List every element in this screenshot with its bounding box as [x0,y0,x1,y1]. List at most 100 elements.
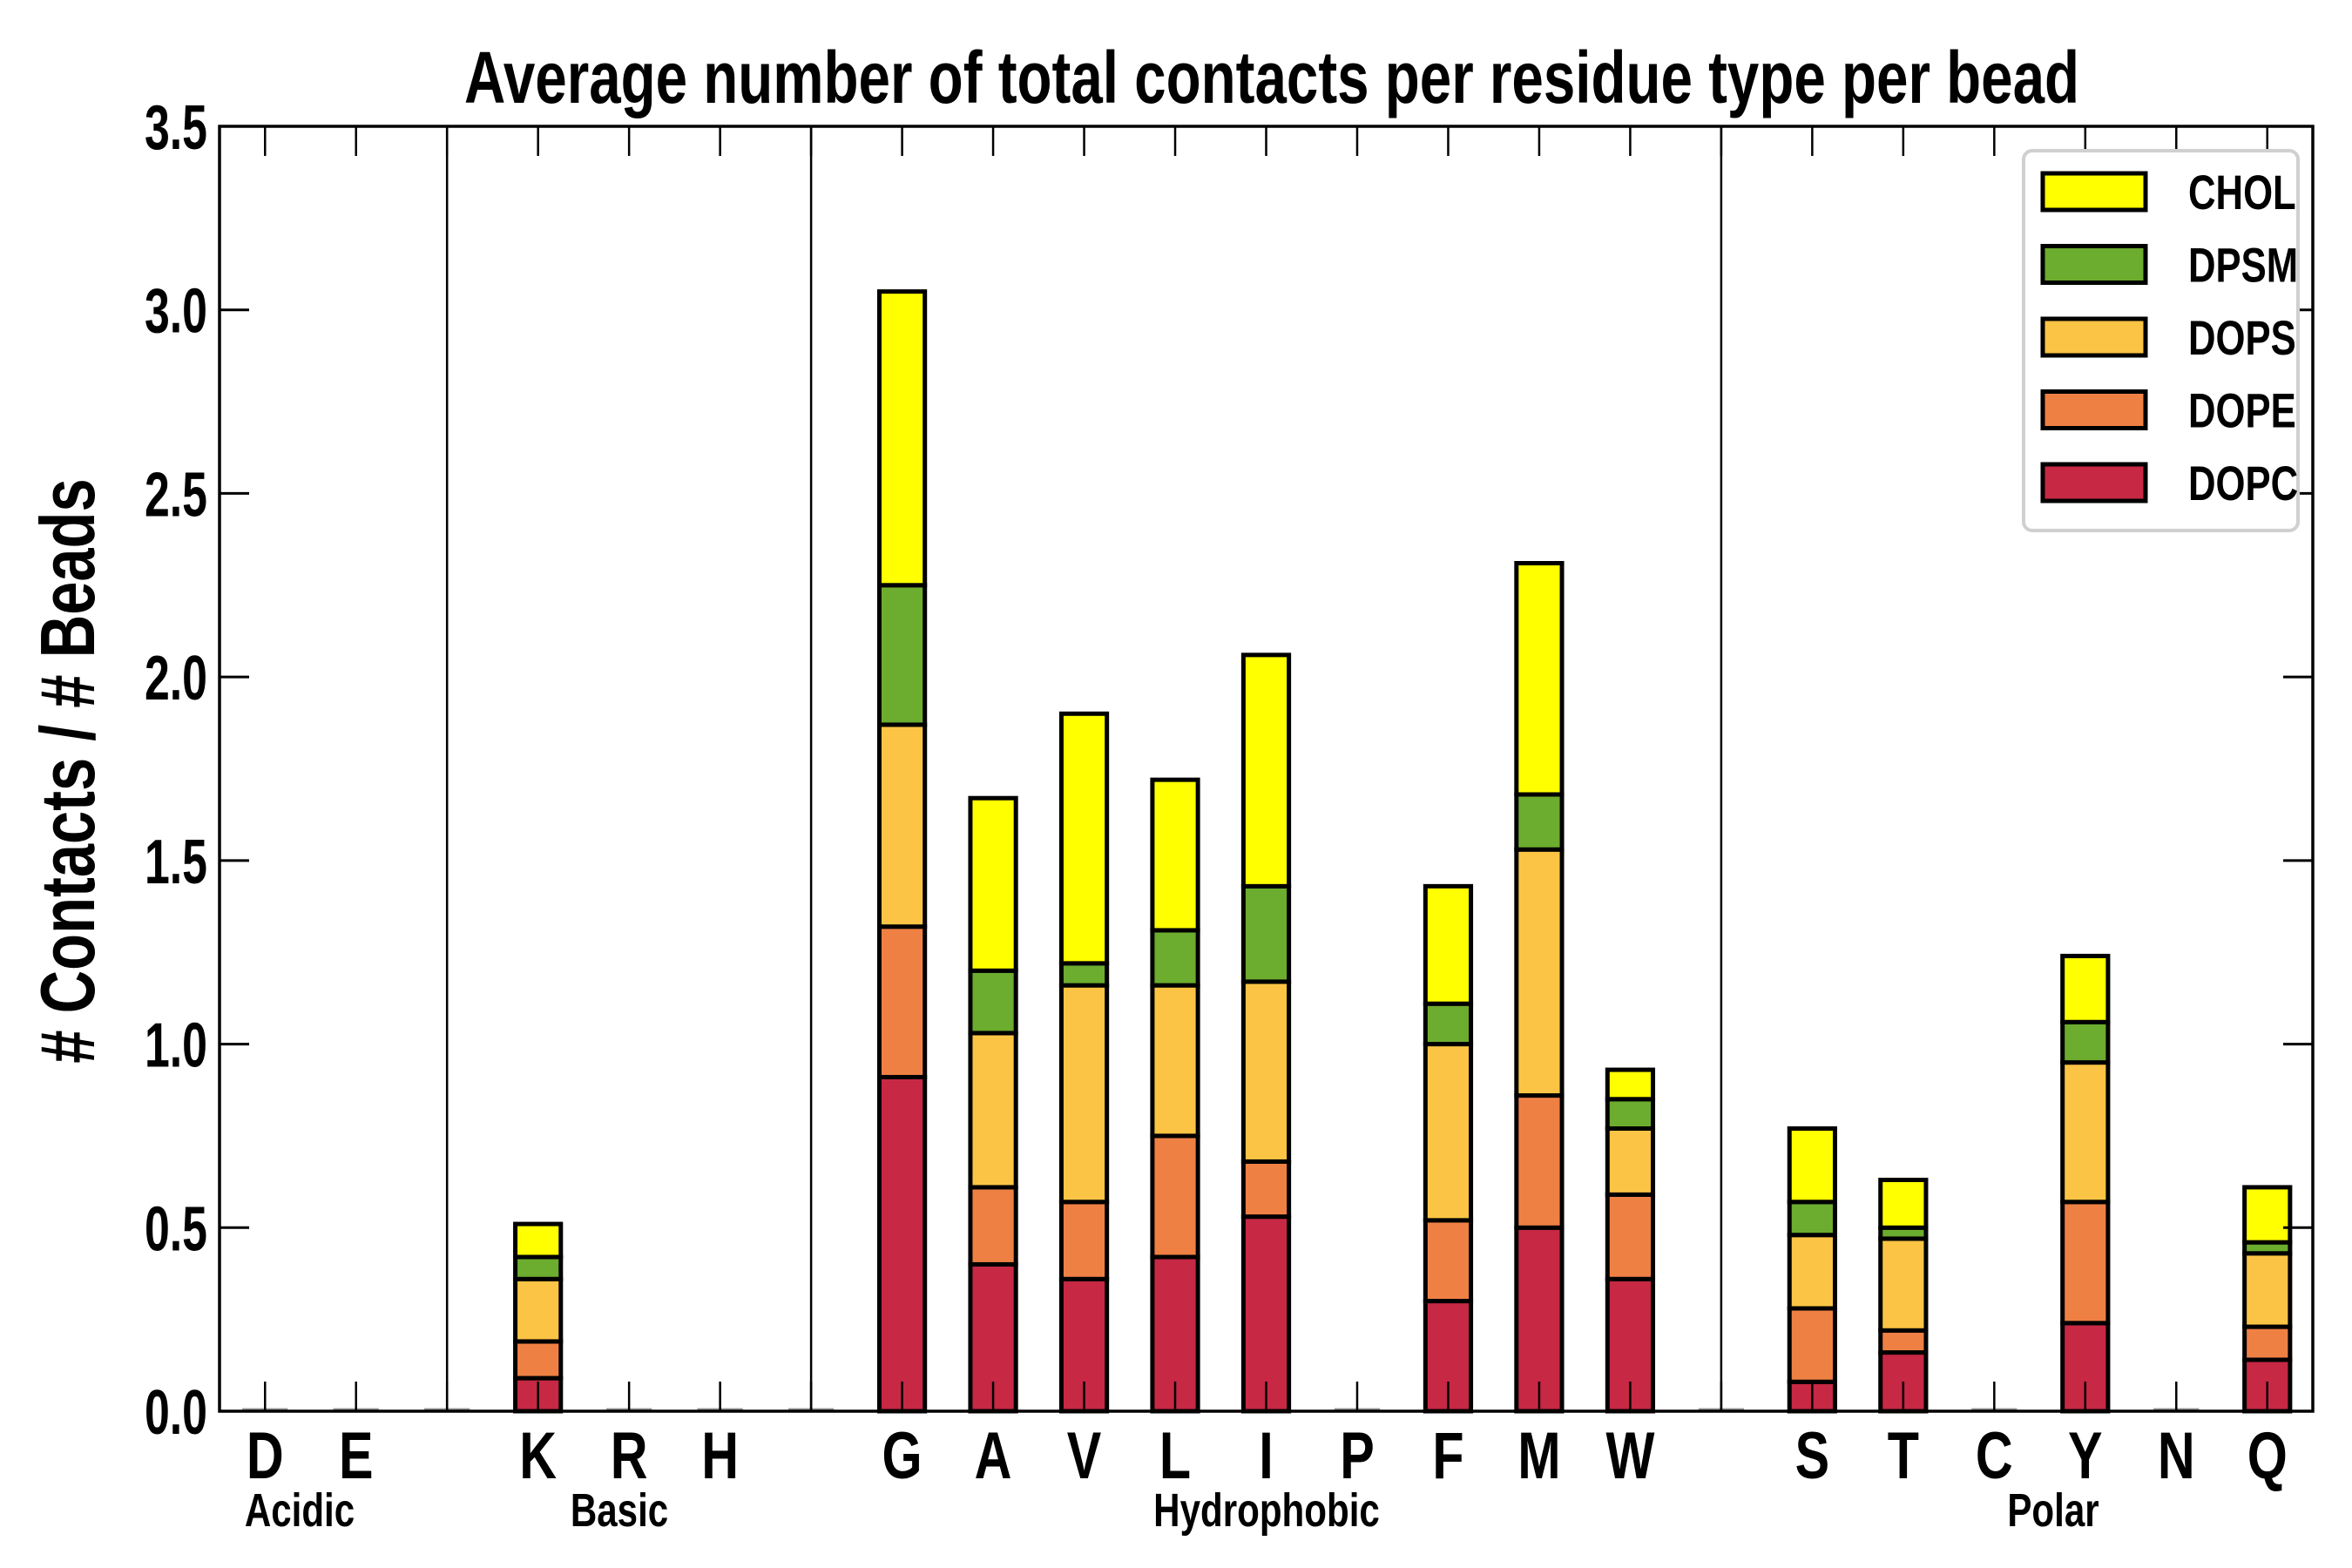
x-tick-label: A [975,1419,1012,1493]
bar-segment-dpsm-F [1423,1001,1474,1047]
x-tick-label: K [519,1419,557,1493]
bar-segment-dope-G [876,924,928,1079]
bar-segment-dops-L [1150,983,1200,1139]
legend-label-chol: CHOL [2188,166,2296,220]
x-tick-label: M [1517,1419,1560,1493]
bar-segment-dops-V [1058,983,1110,1205]
legend-label-dpsm: DPSM [2188,238,2298,292]
bar-segment-chol-A [968,795,1018,973]
y-tick-labels: 0.0 0.5 1.0 1.5 2.0 2.5 3.0 3.5 [145,93,207,1448]
x-tick-label: I [1259,1419,1273,1493]
legend-label-dope: DOPE [2188,383,2296,437]
bar-segment-chol-T [1878,1178,1929,1230]
x-tick-label: D [247,1419,284,1493]
y-tick-label: 0.5 [145,1194,207,1264]
bar-segment-chol-G [876,289,928,588]
bar-segment-dope-W [1605,1192,1656,1281]
bar-segment-dops-K [513,1276,564,1344]
bar-segment-dops-G [876,722,928,929]
bar-segment-dpsm-M [1514,792,1565,852]
bar-segment-dope-Y [2060,1200,2111,1326]
group-dividers [445,126,1723,1411]
bar-segment-dpsm-G [876,583,928,727]
bar-segment-dops-Q [2242,1251,2293,1329]
y-tick-label: 2.0 [145,644,207,713]
legend-swatch-dopc [2040,462,2148,504]
y-tick-label: 1.5 [145,828,207,897]
legend-swatch-dpsm [2040,244,2148,285]
bar-segment-dpsm-L [1150,928,1200,988]
x-tick-label: N [2158,1419,2195,1493]
x-tick-label: G [882,1419,923,1493]
bar-segment-dpsm-S [1787,1200,1837,1238]
bar-segment-dope-M [1514,1093,1565,1230]
legend-label-dops: DOPS [2188,311,2296,365]
bar-segment-dpsm-W [1605,1097,1656,1132]
legend: CHOL DPSM DOPS DOPE DOPC [2022,149,2300,532]
x-tick-label: L [1159,1419,1191,1493]
y-axis-label: # Contacts / # Beads [25,478,111,1063]
bar-segment-dops-Y [2060,1060,2111,1205]
x-tick-label: E [339,1419,374,1493]
x-tick-label: W [1605,1419,1655,1493]
bar-segment-chol-Q [2242,1185,2293,1245]
bar-segment-dops-S [1787,1233,1837,1311]
y-tick-label: 3.0 [145,276,207,346]
bar-segment-dops-W [1605,1126,1656,1197]
bar-segment-chol-V [1058,711,1110,966]
x-tick-label: V [1067,1419,1102,1493]
bar-segment-dope-I [1240,1159,1292,1220]
bar-segment-dope-Q [2242,1324,2293,1362]
bar-segment-dpsm-Y [2060,1019,2111,1065]
x-tick-label: T [1888,1419,1919,1493]
bar-segment-dope-S [1787,1306,1837,1384]
legend-label-dopc: DOPC [2188,456,2298,510]
legend-swatch-dops [2040,316,2148,358]
legend-swatch-dope [2040,389,2148,430]
bar-segment-dpsm-V [1058,961,1110,988]
bar-segment-dpsm-A [968,968,1018,1036]
bar-segment-dope-F [1423,1218,1474,1304]
bar-segment-chol-W [1605,1067,1656,1102]
group-label: Basic [571,1484,668,1537]
bar-segment-dope-L [1150,1133,1200,1260]
x-tick-label: P [1340,1419,1375,1493]
x-tick-label: Q [2247,1419,2288,1493]
bar-segment-chol-I [1240,652,1292,889]
chart-title: Average number of total contacts per res… [464,37,2079,118]
bar-segment-dpsm-I [1240,883,1292,984]
bar-segment-dope-T [1878,1328,1929,1355]
group-label: Polar [2007,1484,2099,1537]
bar-segment-chol-F [1423,883,1474,1006]
bar-segment-dope-V [1058,1200,1110,1281]
bar-segment-dope-A [968,1185,1018,1267]
y-tick-label: 3.5 [145,93,207,163]
bar-segment-dopc-G [876,1075,928,1414]
bar-segment-chol-S [1787,1126,1837,1205]
bars-layer [242,289,2293,1414]
x-tick-label: R [611,1419,648,1493]
x-tick-label: S [1795,1419,1830,1493]
group-label: Hydrophobic [1153,1484,1380,1537]
bar-segment-chol-M [1514,561,1565,797]
bar-segment-chol-Y [2060,953,2111,1024]
bar-segment-dops-I [1240,979,1292,1164]
group-label: Acidic [245,1484,355,1537]
bar-segment-chol-L [1150,777,1200,933]
plot-frame [218,125,2315,1413]
x-tick-label: Y [2068,1419,2103,1493]
x-tick-label: C [1976,1419,2013,1493]
x-tick-label: F [1432,1419,1463,1493]
bar-segment-dopc-I [1240,1214,1292,1414]
bar-segment-dops-F [1423,1042,1474,1223]
x-tick-label: H [701,1419,739,1493]
bar-segment-chol-K [513,1221,564,1260]
bar-segment-dope-K [513,1339,564,1381]
bar-segment-dpsm-K [513,1254,564,1281]
y-tick-label: 0.0 [145,1378,207,1448]
bar-segment-dops-A [968,1031,1018,1190]
legend-swatch-chol [2040,171,2148,213]
y-tick-label: 2.5 [145,460,207,530]
